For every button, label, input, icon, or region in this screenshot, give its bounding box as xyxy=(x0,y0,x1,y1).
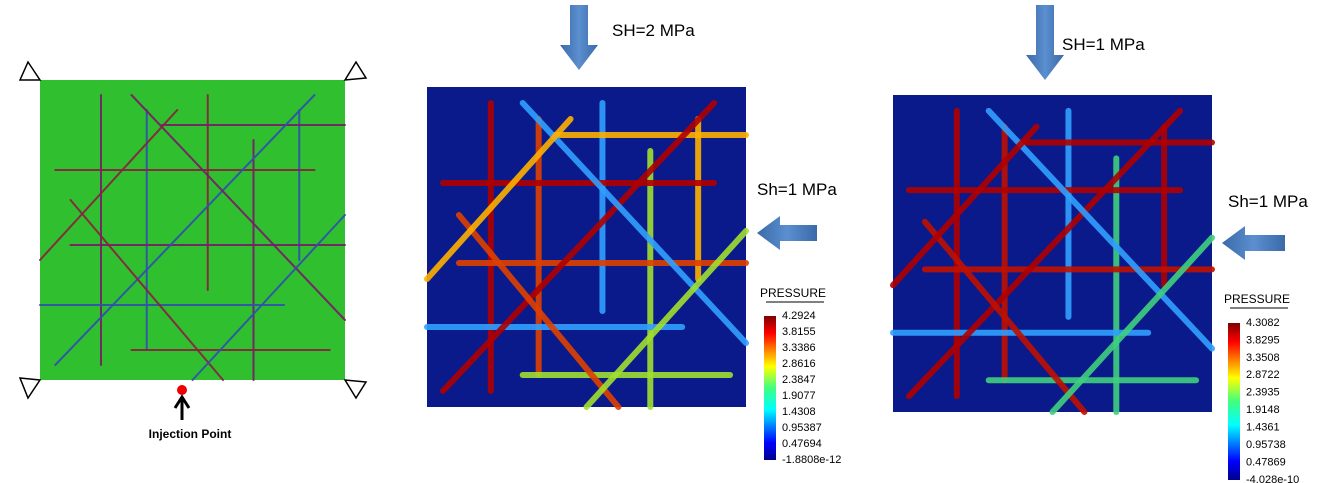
load-label: SH=1 MPa xyxy=(1062,35,1145,54)
load-arrow xyxy=(757,216,817,250)
load-label: Sh=1 MPa xyxy=(1228,192,1308,211)
colorbar-title: PRESSURE xyxy=(760,286,826,300)
colorbar-tick: 3.8155 xyxy=(782,326,816,338)
figure: Injection Point SH=2 MPa Sh=1 MPa PRESSU… xyxy=(0,0,1335,483)
colorbar-tick: 0.47869 xyxy=(1246,456,1286,468)
colorbar-tick: 4.2924 xyxy=(782,310,816,322)
colorbar-tick: 3.3386 xyxy=(782,342,816,354)
colorbar-tick: 2.3847 xyxy=(782,374,816,386)
colorbar-tick: 1.9077 xyxy=(782,390,816,402)
load-arrow xyxy=(1222,226,1285,260)
colorbar-tick: -1.8808e-12 xyxy=(782,454,841,466)
injection-point xyxy=(177,385,187,395)
colorbar-tick: 4.3082 xyxy=(1246,317,1280,329)
colorbar-tick: 2.8616 xyxy=(782,358,816,370)
colorbar-tick: -4.028e-10 xyxy=(1246,474,1299,483)
colorbar-tick: 0.47694 xyxy=(782,438,822,450)
colorbar-title: PRESSURE xyxy=(1224,292,1290,306)
colorbar-tick: 1.9148 xyxy=(1246,404,1280,416)
colorbar-scale xyxy=(1228,323,1240,480)
colorbar: PRESSURE 4.2924 3.8155 3.3386 2.8616 2.3847 1.… xyxy=(760,286,841,466)
colorbar-tick: 1.4308 xyxy=(782,406,816,418)
colorbar-scale xyxy=(764,316,776,460)
colorbar-tick: 0.95387 xyxy=(782,422,822,434)
load-label: Sh=1 MPa xyxy=(757,180,837,199)
load-arrow xyxy=(1026,5,1064,80)
colorbar-tick: 3.8295 xyxy=(1246,334,1280,346)
load-label: SH=2 MPa xyxy=(612,21,695,40)
colorbar-tick: 2.3935 xyxy=(1246,387,1280,399)
colorbar-tick: 0.95738 xyxy=(1246,439,1286,451)
colorbar-tick: 3.3508 xyxy=(1246,352,1280,364)
colorbar-tick: 1.4361 xyxy=(1246,422,1280,434)
colorbar: PRESSURE 4.3082 3.8295 3.3508 2.8722 2.3935 1.… xyxy=(1224,292,1299,483)
load-arrow xyxy=(560,5,598,70)
injection-arrow xyxy=(175,397,189,420)
colorbar-tick: 2.8722 xyxy=(1246,369,1280,381)
annotation: Injection Point xyxy=(149,427,232,441)
